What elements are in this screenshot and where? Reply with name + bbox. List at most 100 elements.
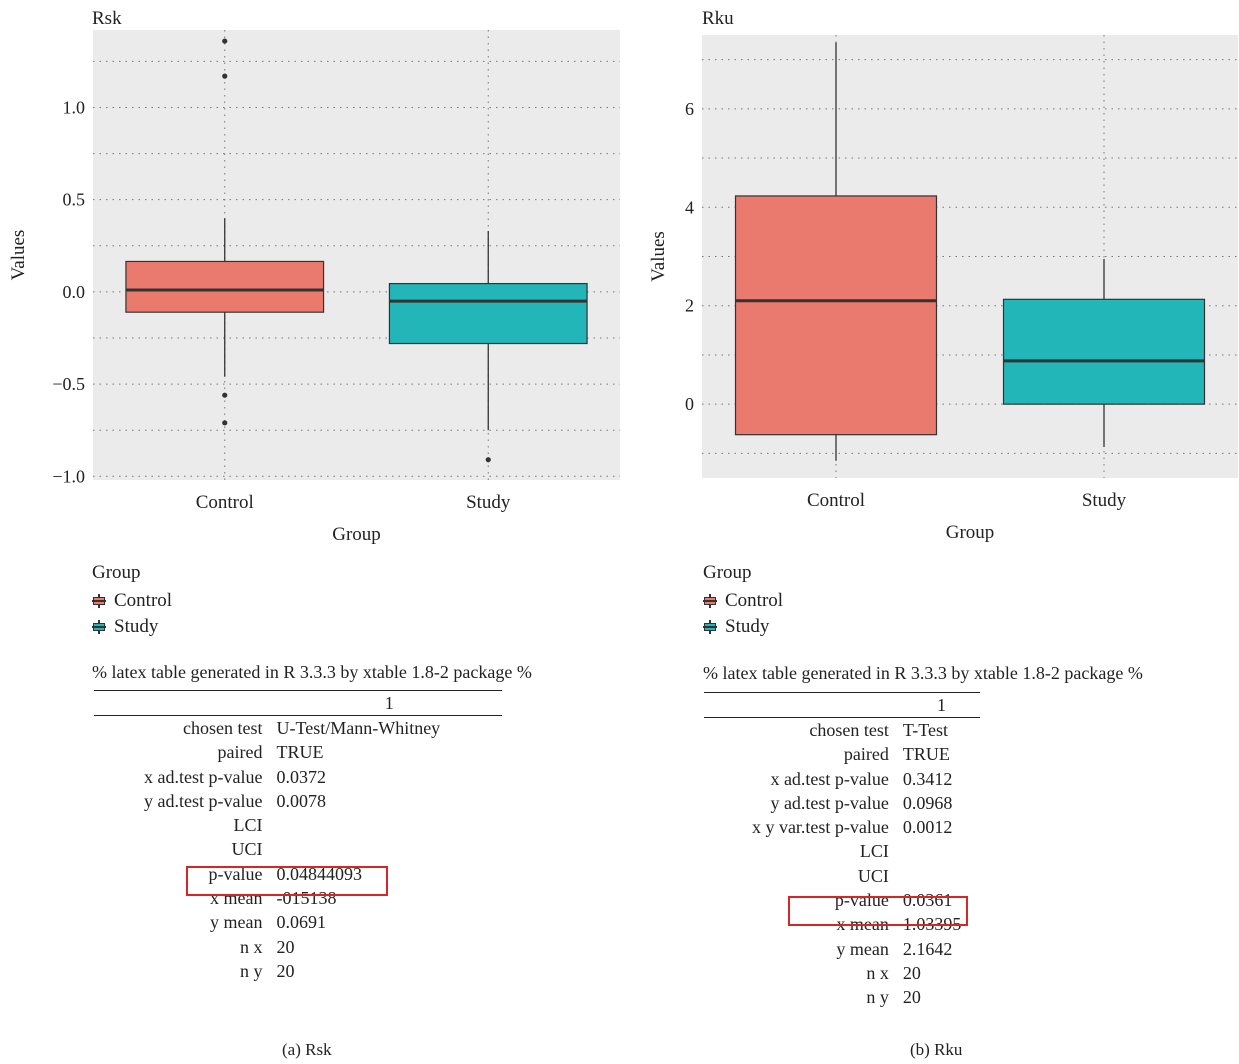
- stats-table: 1 chosen test U-Test/Mann-Whitney paired TR…: [94, 690, 502, 983]
- y-tick-label: 4: [685, 197, 694, 217]
- outlier-point: [222, 392, 228, 398]
- legend: Group Control Study: [703, 560, 783, 640]
- table-row: LCI: [704, 839, 980, 863]
- table-row: chosen test U-Test/Mann-Whitney: [94, 716, 502, 741]
- stat-name: y ad.test p-value: [144, 790, 263, 811]
- stat-value: 0.0372: [276, 766, 326, 787]
- table-header: 1: [902, 692, 980, 718]
- legend-label-control: Control: [114, 590, 173, 611]
- box-control: [734, 195, 938, 436]
- box-control: [125, 260, 325, 313]
- table-header: 1: [276, 690, 502, 716]
- stat-name: UCI: [231, 839, 263, 860]
- legend-key-study-icon: [703, 620, 717, 634]
- legend-item-control: Control: [703, 588, 783, 614]
- table-row: chosen test T-Test: [704, 718, 980, 743]
- stat-name: n x: [239, 936, 263, 957]
- p-value-highlight: [788, 896, 968, 926]
- stat-name: x ad.test p-value: [770, 768, 889, 789]
- stat-name: n y: [239, 960, 263, 981]
- table-row: n y 20: [704, 985, 980, 1009]
- legend-key-study-icon: [92, 620, 106, 634]
- stat-name: chosen test: [809, 720, 889, 740]
- xtable-note: % latex table generated in R 3.3.3 by xt…: [92, 662, 532, 682]
- stat-name: p-value: [208, 863, 263, 884]
- plot-background: [93, 30, 620, 480]
- y-axis-label: Values: [8, 230, 29, 281]
- legend-item-study: Study: [92, 614, 172, 640]
- y-axis-label: Values: [648, 231, 669, 282]
- stat-value: 0.0968: [902, 792, 953, 813]
- box-study: [1002, 298, 1206, 405]
- outlier-point: [222, 420, 228, 426]
- table-row: y mean 0.0691: [94, 910, 502, 934]
- table-row: paired TRUE: [94, 740, 502, 764]
- stat-value: 0.0078: [276, 790, 326, 811]
- stat-value: [276, 813, 502, 837]
- stats-table: 1 chosen test T-Test paired TRUE x ad.test p…: [704, 692, 980, 1010]
- stat-value: 20: [276, 936, 295, 957]
- stat-value: TRUE: [276, 742, 324, 763]
- table-row: p-value 0.0361: [704, 888, 980, 912]
- chart-title: Rsk: [92, 8, 122, 29]
- caption: (a) Rsk: [282, 1040, 332, 1059]
- stat-name: paired: [843, 744, 889, 765]
- stat-name: p-value: [834, 890, 889, 911]
- panel-rku: 0 2 4 6 Control Study Rku Group Values Group Con…: [620, 0, 1239, 1064]
- stat-name: x mean: [210, 888, 263, 909]
- table-row: y ad.test p-value 0.0968: [704, 791, 980, 815]
- y-tick-label: 1.0: [63, 97, 86, 117]
- stat-value: 0.04844093: [276, 863, 362, 884]
- stat-value: -015138: [276, 888, 337, 909]
- legend-label-study: Study: [114, 616, 159, 637]
- stat-name: paired: [217, 742, 263, 763]
- y-tick-label: 0: [685, 394, 694, 414]
- stat-name: UCI: [857, 865, 889, 886]
- table-row: n y 20: [94, 959, 502, 983]
- table-row: y mean 2.1642: [704, 937, 980, 961]
- stat-value: 0.0691: [276, 912, 326, 933]
- legend-title: Group: [92, 562, 141, 583]
- stat-value: TRUE: [902, 744, 950, 765]
- stat-value: 0.3412: [902, 768, 953, 789]
- stat-value: 0.0012: [902, 817, 953, 838]
- caption: (b) Rku: [910, 1040, 963, 1059]
- y-tick-label: −0.5: [52, 374, 85, 394]
- table-row: n x 20: [94, 935, 502, 959]
- stat-name: n x: [866, 962, 889, 983]
- outlier-point: [222, 73, 228, 79]
- stat-name: n y: [866, 987, 889, 1008]
- legend-key-control-icon: [92, 594, 106, 608]
- table-row: x ad.test p-value 0.3412: [704, 767, 980, 791]
- y-tick-label: 2: [685, 296, 694, 316]
- outlier-point: [222, 38, 228, 44]
- stat-value: [276, 837, 502, 861]
- stat-value: [903, 839, 980, 863]
- x-axis-label: Group: [946, 522, 995, 543]
- table-row: UCI: [704, 864, 980, 888]
- stat-name: chosen test: [183, 718, 263, 738]
- table-row: x mean -015138: [94, 886, 502, 910]
- stat-value: 20: [902, 962, 921, 983]
- stat-name: y mean: [836, 938, 889, 959]
- x-tick-label: Control: [807, 490, 865, 511]
- table-row: LCI: [94, 813, 502, 837]
- stat-name: x y var.test p-value: [751, 817, 889, 838]
- table-row: x ad.test p-value 0.0372: [94, 765, 502, 789]
- table-row: x y var.test p-value 0.0012: [704, 815, 980, 839]
- stat-value: 20: [276, 960, 295, 981]
- table-row: y ad.test p-value 0.0078: [94, 789, 502, 813]
- legend: Group Control Study: [92, 560, 172, 640]
- p-value-highlight: [186, 866, 388, 896]
- x-tick-label: Control: [196, 492, 254, 513]
- legend-item-control: Control: [92, 588, 172, 614]
- table-row: UCI: [94, 837, 502, 861]
- stat-value: T-Test: [902, 720, 948, 740]
- legend-label-study: Study: [725, 616, 770, 637]
- stat-value: [903, 864, 980, 888]
- table-row: n x 20: [704, 961, 980, 985]
- rku-boxplot-chart: 0 2 4 6 Control Study Rku Group Values: [648, 8, 1238, 543]
- stat-value: 2.1642: [902, 938, 953, 959]
- legend-key-control-icon: [703, 594, 717, 608]
- stat-name: y ad.test p-value: [770, 792, 889, 813]
